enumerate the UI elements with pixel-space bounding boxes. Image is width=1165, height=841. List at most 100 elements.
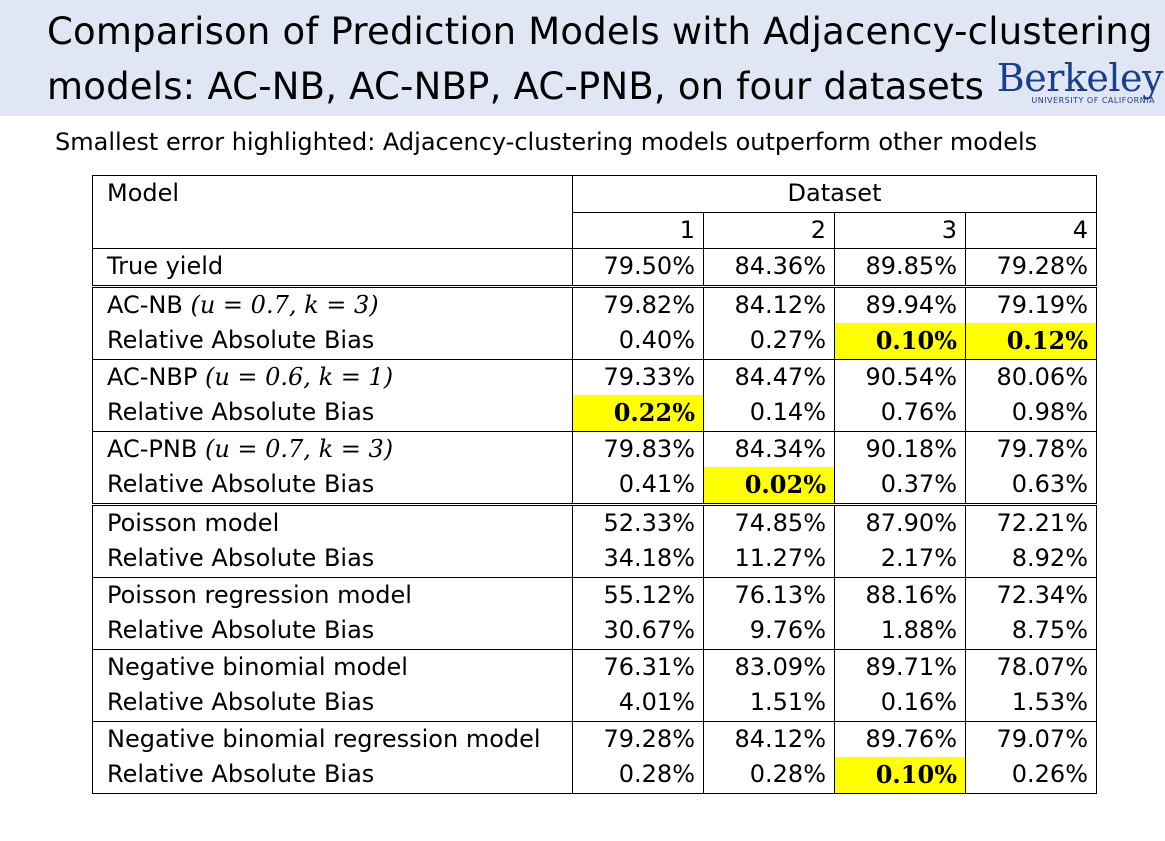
row-label: Relative Absolute Bias: [92, 467, 573, 504]
cell: 11.27%: [703, 541, 835, 577]
ac-nb-bias-row: Relative Absolute Bias 0.40% 0.27% 0.10%…: [92, 323, 1097, 359]
negbin-regression-yield-row: Negative binomial regression model 79.28…: [92, 720, 1097, 757]
berkeley-logo: Berkeley UNIVERSITY OF CALIFORNIA: [996, 56, 1164, 105]
cell: 0.63%: [965, 467, 1097, 504]
cell: 84.47%: [703, 358, 835, 395]
cell: 89.71%: [834, 648, 966, 685]
slide-title: Comparison of Prediction Models with Adj…: [47, 4, 1153, 114]
cell: 79.28%: [572, 720, 704, 757]
poisson-regression-yield-row: Poisson regression model 55.12% 76.13% 8…: [92, 576, 1097, 613]
cell: 0.98%: [965, 395, 1097, 431]
ac-pnb-bias-row: Relative Absolute Bias 0.41% 0.02% 0.37%…: [92, 467, 1097, 504]
cell: 0.28%: [703, 757, 835, 794]
cell: 0.28%: [572, 757, 704, 794]
cell: 9.76%: [703, 613, 835, 649]
cell: 30.67%: [572, 613, 704, 649]
cell: 83.09%: [703, 648, 835, 685]
ac-nbp-yield-row: AC-NBP (u = 0.6, k = 1) 79.33% 84.47% 90…: [92, 358, 1097, 395]
cell: 0.27%: [703, 323, 835, 359]
cell: 78.07%: [965, 648, 1097, 685]
cell: 8.92%: [965, 541, 1097, 577]
highlighted-cell: 0.02%: [703, 467, 835, 504]
ac-pnb-yield-row: AC-PNB (u = 0.7, k = 3) 79.83% 84.34% 90…: [92, 430, 1097, 467]
negbin-bias-row: Relative Absolute Bias 4.01% 1.51% 0.16%…: [92, 685, 1097, 721]
highlighted-cell: 0.22%: [572, 395, 704, 431]
cell: 79.50%: [572, 248, 704, 286]
cell: 84.12%: [703, 720, 835, 757]
cell: 34.18%: [572, 541, 704, 577]
model-params: (u = 0.7, k = 3): [204, 434, 394, 463]
title-line-2: models: AC-NB, AC-NBP, AC-PNB, on four d…: [47, 65, 985, 108]
row-label: Relative Absolute Bias: [92, 613, 573, 649]
model-header: Model: [92, 175, 573, 249]
cell: 1.53%: [965, 685, 1097, 721]
cell: 79.28%: [965, 248, 1097, 286]
cell: 79.33%: [572, 358, 704, 395]
poisson-yield-row: Poisson model 52.33% 74.85% 87.90% 72.21…: [92, 502, 1097, 541]
cell: 80.06%: [965, 358, 1097, 395]
cell: 0.26%: [965, 757, 1097, 794]
dataset-id: 3: [834, 212, 966, 249]
row-label: Relative Absolute Bias: [92, 757, 573, 794]
model-name: AC-NB: [107, 290, 183, 319]
cell: 1.51%: [703, 685, 835, 721]
row-label: Relative Absolute Bias: [92, 395, 573, 431]
row-label: True yield: [92, 248, 573, 286]
highlighted-cell: 0.12%: [965, 323, 1097, 359]
logo-subtext: UNIVERSITY OF CALIFORNIA: [1031, 96, 1155, 105]
row-label: Negative binomial model: [92, 648, 573, 685]
cell: 74.85%: [703, 502, 835, 541]
dataset-id: 4: [965, 212, 1097, 249]
cell: 84.12%: [703, 284, 835, 323]
row-label: Relative Absolute Bias: [92, 541, 573, 577]
cell: 90.54%: [834, 358, 966, 395]
model-params: (u = 0.7, k = 3): [190, 290, 379, 319]
model-params: (u = 0.6, k = 1): [204, 362, 394, 391]
cell: 79.78%: [965, 430, 1097, 467]
cell: 0.76%: [834, 395, 966, 431]
header-row-1: Model Dataset: [92, 175, 1097, 249]
row-label: Poisson regression model: [92, 576, 573, 613]
negbin-yield-row: Negative binomial model 76.31% 83.09% 89…: [92, 648, 1097, 685]
cell: 84.34%: [703, 430, 835, 467]
row-label: Relative Absolute Bias: [92, 685, 573, 721]
row-label: Relative Absolute Bias: [92, 323, 573, 359]
highlighted-cell: 0.10%: [834, 757, 966, 794]
cell: 84.36%: [703, 248, 835, 286]
title-band: Comparison of Prediction Models with Adj…: [0, 0, 1165, 116]
comparison-table: Model Dataset 1 2 3 4 True yield 79.50% …: [92, 175, 1097, 794]
cell: 89.85%: [834, 248, 966, 286]
cell: 88.16%: [834, 576, 966, 613]
negbin-regression-bias-row: Relative Absolute Bias 0.28% 0.28% 0.10%…: [92, 757, 1097, 794]
cell: 8.75%: [965, 613, 1097, 649]
true-yield-row: True yield 79.50% 84.36% 89.85% 79.28%: [92, 248, 1097, 286]
cell: 55.12%: [572, 576, 704, 613]
cell: 79.07%: [965, 720, 1097, 757]
cell: 76.13%: [703, 576, 835, 613]
ac-nbp-bias-row: Relative Absolute Bias 0.22% 0.14% 0.76%…: [92, 395, 1097, 431]
cell: 72.21%: [965, 502, 1097, 541]
cell: 52.33%: [572, 502, 704, 541]
cell: 0.14%: [703, 395, 835, 431]
cell: 89.94%: [834, 284, 966, 323]
dataset-id: 2: [703, 212, 835, 249]
model-name: AC-PNB: [107, 434, 198, 463]
cell: 1.88%: [834, 613, 966, 649]
logo-word: Berkeley: [996, 56, 1164, 100]
row-label: AC-NBP (u = 0.6, k = 1): [92, 358, 573, 395]
row-label: Poisson model: [92, 502, 573, 541]
title-line-1: Comparison of Prediction Models with Adj…: [47, 10, 1153, 53]
cell: 0.37%: [834, 467, 966, 504]
poisson-regression-bias-row: Relative Absolute Bias 30.67% 9.76% 1.88…: [92, 613, 1097, 649]
model-name: AC-NBP: [107, 362, 198, 391]
cell: 87.90%: [834, 502, 966, 541]
cell: 4.01%: [572, 685, 704, 721]
cell: 79.83%: [572, 430, 704, 467]
row-label: AC-NB (u = 0.7, k = 3): [92, 284, 573, 323]
cell: 79.19%: [965, 284, 1097, 323]
slide-subtitle: Smallest error highlighted: Adjacency-cl…: [55, 128, 1038, 156]
poisson-bias-row: Relative Absolute Bias 34.18% 11.27% 2.1…: [92, 541, 1097, 577]
highlighted-cell: 0.10%: [834, 323, 966, 359]
cell: 0.40%: [572, 323, 704, 359]
cell: 72.34%: [965, 576, 1097, 613]
